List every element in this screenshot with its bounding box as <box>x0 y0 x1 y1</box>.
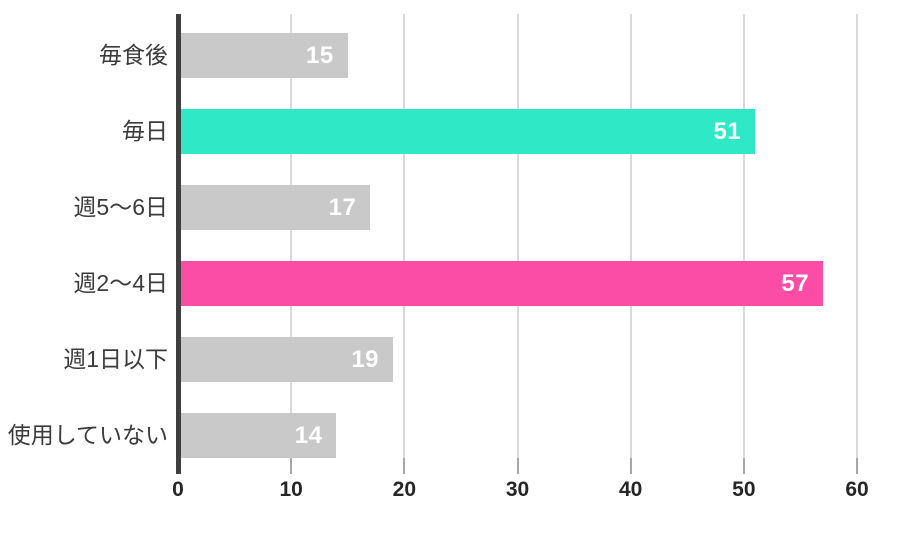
bar: 51 <box>178 109 756 154</box>
category-labels: 毎食後毎日週5〜6日週2〜4日週1日以下使用していない <box>0 14 168 458</box>
tick-mark <box>516 458 519 474</box>
bar: 14 <box>178 413 337 458</box>
bar-value-label: 19 <box>351 345 380 373</box>
tick-mark <box>629 458 632 474</box>
tick-mark <box>856 458 858 474</box>
category-label: 週2〜4日 <box>73 270 168 296</box>
category-label: 使用していない <box>7 422 168 448</box>
x-axis-tick-label: 10 <box>279 478 303 501</box>
category-label: 週1日以下 <box>63 346 168 372</box>
category-label: 週5〜6日 <box>73 194 168 220</box>
x-axis-tick-label: 20 <box>392 478 417 501</box>
category-label: 毎日 <box>122 118 168 144</box>
x-axis-tick-label: 30 <box>505 478 530 501</box>
bar-value-label: 17 <box>328 193 357 221</box>
plot-area: 15 51 17 57 19 14 <box>178 14 858 474</box>
x-axis-tick-label: 60 <box>845 478 869 501</box>
x-axis-tick-label: 50 <box>732 478 756 501</box>
x-axis-labels: 0 10 20 30 40 50 60 <box>172 472 869 512</box>
bar: 19 <box>178 337 394 382</box>
gridline <box>856 14 858 458</box>
y-axis-line <box>176 14 181 474</box>
x-axis-tick-label: 40 <box>618 478 643 501</box>
bar: 17 <box>178 185 371 230</box>
bar-value-label: 51 <box>713 117 742 145</box>
bar-value-label: 57 <box>781 269 810 297</box>
gridline <box>290 14 293 458</box>
bar-value-label: 15 <box>306 41 334 69</box>
bar-value-label: 14 <box>294 421 323 449</box>
x-axis-tick-label: 0 <box>172 478 184 501</box>
gridline <box>403 14 406 458</box>
gridline <box>629 14 632 458</box>
tick-mark <box>742 458 745 474</box>
category-label: 毎食後 <box>99 42 168 68</box>
gridline <box>742 14 745 458</box>
bar: 57 <box>178 261 824 306</box>
bar: 15 <box>178 33 348 78</box>
tick-mark <box>403 458 406 474</box>
tick-mark <box>290 458 293 474</box>
gridline <box>516 14 519 458</box>
